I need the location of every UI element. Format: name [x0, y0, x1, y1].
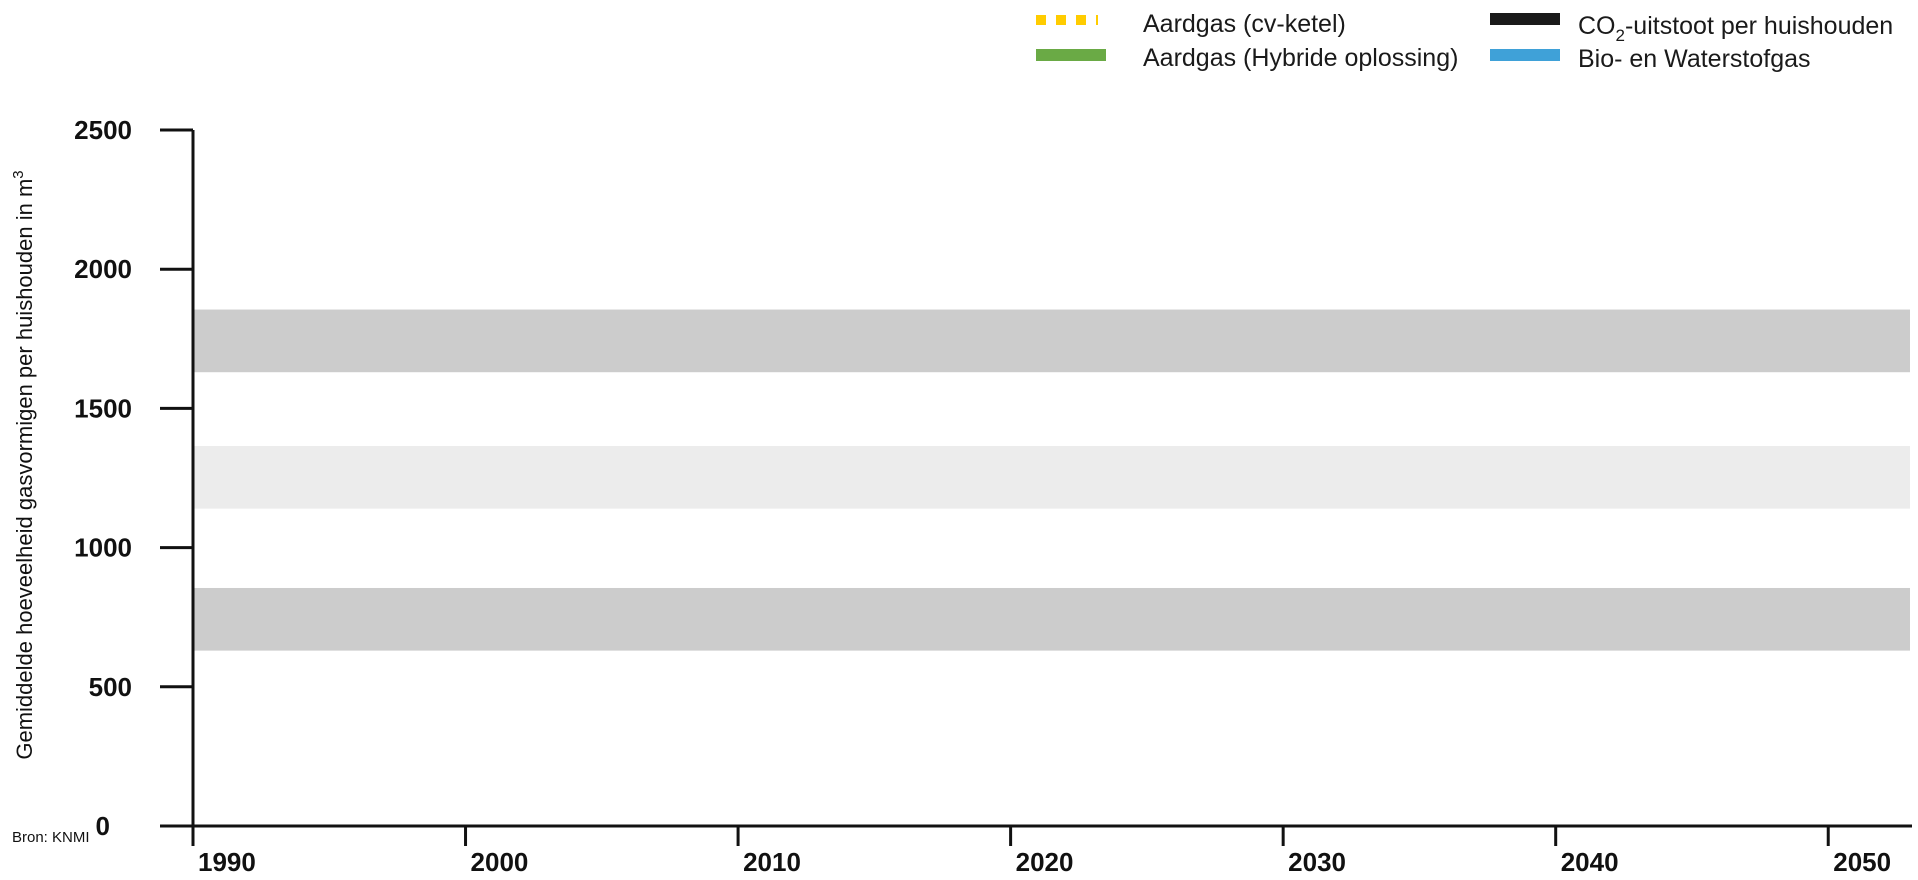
y-tick-label-0: 0	[96, 811, 110, 841]
x-tick-label-2000: 2000	[471, 847, 529, 877]
background-bands	[193, 309, 1910, 651]
y-tick-label-500: 500	[89, 672, 132, 702]
legend-label-co2-uitstoot: CO2-uitstoot per huishouden	[1578, 12, 1893, 45]
x-tick-label-2020: 2020	[1016, 847, 1074, 877]
x-tick-label-2040: 2040	[1561, 847, 1619, 877]
x-ticks: 1990 2000 2010 2020 2030 2040 2050	[191, 826, 1891, 877]
y-tick-label-1500: 1500	[74, 393, 132, 423]
y-axis-title: Gemiddelde hoeveelheid gasvormigen per h…	[10, 170, 37, 759]
y-ticks: 0 500 1000 1500 2000 2500	[74, 115, 193, 841]
x-tick-label-1990: 1990	[198, 847, 256, 877]
legend: Aardgas (cv-ketel) Aardgas (Hybride oplo…	[1036, 10, 1893, 73]
y-tick-label-1000: 1000	[74, 533, 132, 563]
band-2	[193, 309, 1910, 373]
x-tick-label-2050: 2050	[1833, 847, 1891, 877]
legend-label-aardgas-hybride: Aardgas (Hybride oplossing)	[1143, 44, 1458, 72]
x-tick-label-2030: 2030	[1288, 847, 1346, 877]
band-0	[193, 587, 1910, 651]
y-tick-label-2500: 2500	[74, 115, 132, 145]
y-tick-label-2000: 2000	[74, 254, 132, 284]
legend-label-bio-waterstofgas: Bio- en Waterstofgas	[1578, 45, 1811, 73]
band-1	[193, 445, 1910, 509]
x-tick-label-2010: 2010	[743, 847, 801, 877]
legend-label-aardgas-cv-ketel: Aardgas (cv-ketel)	[1143, 10, 1346, 38]
source-note: Bron: KNMI	[12, 829, 90, 846]
